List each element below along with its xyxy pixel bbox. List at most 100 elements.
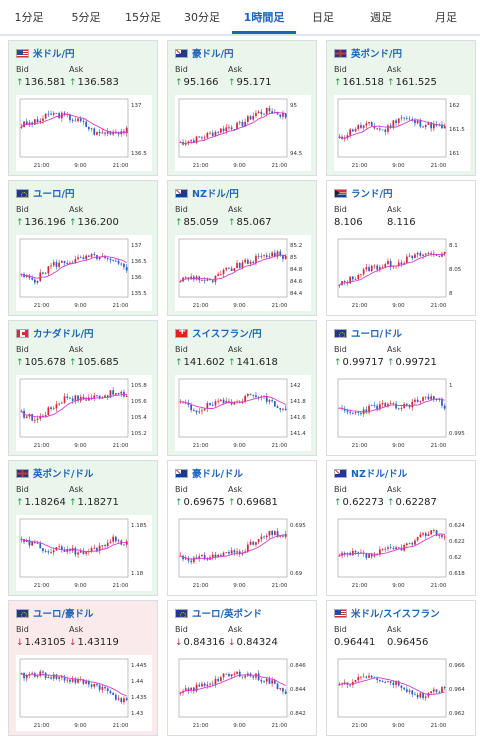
candle-body: [104, 395, 106, 398]
tab-4[interactable]: 1時間足: [232, 0, 296, 34]
candle-body: [198, 136, 201, 138]
rate-card[interactable]: ランド/円 Bid Ask 8.106 8.116 8.1 8.05 8 21:00 9…: [326, 180, 476, 316]
candle-body: [50, 265, 52, 267]
candle-body: [392, 682, 395, 685]
mini-chart[interactable]: 1.185 1.18 21:00 9:00 21:00: [16, 515, 152, 591]
pair-title[interactable]: ユーロ/豪ドル: [16, 606, 93, 620]
tab-0[interactable]: 1分足: [14, 11, 44, 24]
pair-title[interactable]: NZドル/ドル: [334, 466, 407, 480]
rate-card[interactable]: ユーロ/円 Bid Ask ↑136.196 ↑136.200 137 136.5…: [8, 180, 158, 316]
rate-card[interactable]: NZドル/円 Bid Ask ↑85.059 ↑85.067 85.2 85 84.…: [167, 180, 317, 316]
mini-chart[interactable]: 1.445 1.44 1.435 1.43 21:00 9:00 21:00: [16, 655, 152, 731]
rate-card[interactable]: スイスフラン/円 Bid Ask ↑141.602 ↑141.618 142 14…: [167, 320, 317, 456]
candle-body: [123, 544, 125, 546]
candle-body: [192, 276, 195, 280]
candle-body: [44, 273, 47, 275]
mini-chart[interactable]: 0.846 0.844 0.842 21:00 9:00 21:00: [175, 655, 311, 731]
candle-body: [378, 128, 381, 130]
candle-body: [69, 114, 71, 121]
candle-body: [387, 547, 389, 549]
ask-value: 0.96456: [387, 637, 429, 648]
candle-body: [47, 551, 50, 553]
rate-card[interactable]: 英ポンド/円 Bid Ask ↑161.518 ↑161.525 162 161.…: [326, 40, 476, 176]
candle-body: [219, 274, 222, 275]
mini-chart[interactable]: 105.8 105.6 105.4 105.2 21:00 9:00 21:00: [16, 375, 152, 451]
mini-chart[interactable]: 137 136.5 21:00 9:00 21:00: [16, 95, 152, 171]
mini-chart[interactable]: 137 136.5 136 135.5 21:00 9:00 21:00: [16, 235, 152, 311]
candle-body: [217, 131, 220, 133]
candle-body: [36, 119, 39, 123]
rate-card[interactable]: ユーロ/豪ドル Bid Ask ↓1.43105 ↓1.43119 1.445 1…: [8, 600, 158, 736]
candle-body: [93, 395, 96, 399]
rate-card[interactable]: カナダドル/円 Bid Ask ↑105.678 ↑105.685 105.8 1…: [8, 320, 158, 456]
pair-title[interactable]: NZドル/円: [175, 186, 239, 200]
rate-card[interactable]: NZドル/ドル Bid Ask ↑0.62273 ↑0.62287 0.624 0…: [326, 460, 476, 596]
candle-body: [42, 548, 44, 552]
mini-chart[interactable]: 142 141.8 141.6 141.4 21:00 9:00 21:00: [175, 375, 311, 451]
candle-body: [112, 536, 115, 542]
tab-2[interactable]: 15分足: [125, 11, 161, 24]
mini-chart[interactable]: 8.1 8.05 8 21:00 9:00 21:00: [334, 235, 470, 311]
mini-chart[interactable]: 1 0.995 21:00 9:00 21:00: [334, 375, 470, 451]
candle-body: [357, 125, 360, 129]
candle-body: [397, 118, 400, 123]
candle-body: [228, 127, 230, 129]
candle-body: [414, 540, 416, 545]
mini-chart[interactable]: 85.2 85 84.8 84.6 84.4 21:00 9:00 21:00: [175, 235, 311, 311]
bid-value: ↑85.059: [175, 217, 219, 228]
candle-body: [443, 126, 446, 129]
rate-card[interactable]: 米ドル/円 Bid Ask ↑136.581 ↑136.583 137 136.5…: [8, 40, 158, 176]
plot-frame: [337, 518, 447, 578]
candle-body: [211, 280, 214, 283]
pair-title[interactable]: 豪ドル/円: [175, 46, 233, 60]
au-flag-icon: [175, 48, 188, 58]
tab-6[interactable]: 週足: [370, 11, 392, 24]
candle-body: [389, 125, 392, 128]
pair-title[interactable]: ユーロ/円: [16, 186, 74, 200]
pair-title[interactable]: スイスフラン/円: [175, 326, 262, 340]
pair-title[interactable]: ユーロ/ドル: [334, 326, 402, 340]
y-tick-label: 161: [449, 151, 460, 157]
rate-card[interactable]: ユーロ/ドル Bid Ask ↑0.99717 ↑0.99721 1 0.995 2…: [326, 320, 476, 456]
tab-3[interactable]: 30分足: [184, 11, 220, 24]
ask-label: Ask: [387, 485, 402, 494]
candle-body: [268, 678, 271, 684]
tab-5[interactable]: 日足: [312, 11, 334, 24]
x-tick-label: 21:00: [352, 583, 368, 589]
candle-body: [268, 256, 271, 258]
arrow-up-icon: ↑: [228, 358, 236, 368]
pair-title[interactable]: カナダドル/円: [16, 326, 93, 340]
candle-body: [284, 534, 287, 537]
pair-title[interactable]: ランド/円: [334, 186, 392, 200]
rate-card[interactable]: 豪ドル/円 Bid Ask ↑95.166 ↑95.171 95 94.5 21:0…: [167, 40, 317, 176]
candle-body: [241, 121, 244, 127]
candle-body: [244, 121, 247, 127]
pair-title[interactable]: 豪ドル/ドル: [175, 466, 243, 480]
pair-title[interactable]: 米ドル/円: [16, 46, 74, 60]
pair-title[interactable]: 英ポンド/ドル: [16, 466, 93, 480]
rate-card[interactable]: 米ドル/スイスフラン Bid Ask 0.96441 0.96456 0.966…: [326, 600, 476, 736]
ask-label: Ask: [69, 205, 84, 214]
mini-chart[interactable]: 0.624 0.622 0.62 0.618 21:00 9:00 21:00: [334, 515, 470, 591]
candle-body: [214, 131, 217, 136]
y-tick-label: 142: [290, 383, 301, 389]
pair-title[interactable]: 米ドル/スイスフラン: [334, 606, 440, 620]
mini-chart[interactable]: 162 161.5 161 21:00 9:00 21:00: [334, 95, 470, 171]
candle-body: [338, 284, 341, 286]
mini-chart[interactable]: 0.695 0.69 21:00 9:00 21:00: [175, 515, 311, 591]
candle-body: [203, 280, 206, 281]
rate-card[interactable]: ユーロ/英ポンド Bid Ask ↓0.84316 ↓0.84324 0.846…: [167, 600, 317, 736]
tab-7[interactable]: 月足: [435, 11, 457, 24]
candle-body: [225, 673, 228, 675]
candle-body: [360, 125, 362, 128]
candle-body: [55, 113, 58, 114]
tab-1[interactable]: 5分足: [71, 11, 101, 24]
mini-chart[interactable]: 0.966 0.964 0.962 21:00 9:00 21:00: [334, 655, 470, 731]
mini-chart[interactable]: 95 94.5 21:00 9:00 21:00: [175, 95, 311, 171]
pair-title[interactable]: ユーロ/英ポンド: [175, 606, 262, 620]
rate-card[interactable]: 豪ドル/ドル Bid Ask ↑0.69675 ↑0.69681 0.695 0.…: [167, 460, 317, 596]
rate-card[interactable]: 英ポンド/ドル Bid Ask ↑1.18264 ↑1.18271 1.185 1…: [8, 460, 158, 596]
pair-title[interactable]: 英ポンド/円: [334, 46, 402, 60]
candle-body: [117, 393, 120, 394]
